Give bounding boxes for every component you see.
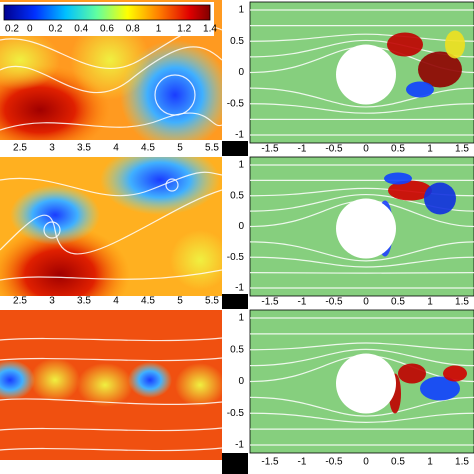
y-tick-label: 1 (238, 5, 244, 16)
x-tick-label: 4.5 (141, 143, 155, 154)
colorbar-label: 0 (27, 24, 33, 35)
x-tick-label: -0.5 (325, 297, 343, 308)
x-tick-label: 3.5 (77, 296, 91, 307)
spacer (222, 453, 248, 474)
streamline (249, 241, 474, 262)
colorbar-label: 1.2 (177, 24, 191, 35)
y-tick-label: -1 (235, 130, 244, 141)
colorbar (3, 4, 211, 21)
y-tick-label: 0.5 (230, 190, 244, 201)
x-tick-label: 5 (177, 143, 183, 154)
streamline (249, 396, 474, 417)
x-tick-label: 5 (177, 296, 183, 307)
streamline (249, 256, 474, 268)
x-tick-label: 4 (113, 143, 119, 154)
streamline (249, 103, 474, 114)
y-tick-label: 0 (238, 376, 244, 387)
x-tick-label: -1 (298, 457, 307, 468)
heatmap-panel (0, 157, 222, 296)
tick-labels: 0.2 0 0.2 0.4 0.6 0.8 1 1.2 1.4 2.5 3 3.5 4 4.5 5 5.5 2.… (5, 5, 469, 468)
vortex (387, 32, 423, 57)
x-tick-label: 0.5 (391, 144, 405, 155)
streamline (249, 272, 474, 274)
x-tick-label: 1 (427, 297, 433, 308)
x-tick-label: -1.5 (261, 297, 279, 308)
x-tick-label: 3.5 (77, 143, 91, 154)
right-panels (249, 1, 474, 454)
y-tick-label: -0.5 (227, 408, 245, 419)
x-tick-label: -0.5 (325, 144, 343, 155)
streamline (249, 348, 474, 367)
colorbar-label: 0.2 (49, 24, 63, 35)
cylinder (336, 353, 396, 414)
y-tick-label: 0 (238, 221, 244, 232)
colorbar-label: 1.4 (203, 24, 217, 35)
y-tick-label: -1 (235, 440, 244, 451)
x-tick-label: 0 (363, 144, 369, 155)
vortex (406, 81, 434, 98)
y-tick-label: -0.5 (227, 252, 245, 263)
x-tick-label: 0 (363, 457, 369, 468)
colorbar-label: 0.8 (126, 24, 140, 35)
x-tick-label: 1.5 (455, 144, 469, 155)
y-tick-label: -0.5 (227, 98, 245, 109)
x-tick-label: 4 (113, 296, 119, 307)
vortex (384, 172, 412, 185)
x-tick-label: 3 (49, 143, 55, 154)
heatmap-panel (0, 310, 222, 460)
vortex (443, 365, 467, 382)
vortex (418, 51, 462, 88)
x-tick-label: 0.5 (391, 457, 405, 468)
vortex (420, 376, 460, 401)
streamline (249, 33, 474, 42)
y-tick-label: -1 (235, 283, 244, 294)
x-tick-label: 3 (49, 296, 55, 307)
flow-panel (249, 156, 474, 297)
x-tick-label: 1.5 (455, 297, 469, 308)
y-tick-label: 0.5 (230, 344, 244, 355)
cylinder (336, 44, 396, 105)
y-tick-label: 0 (238, 67, 244, 78)
colorbar-label: 0.2 (5, 24, 19, 35)
x-tick-label: -0.5 (325, 457, 343, 468)
flow-panel (249, 309, 474, 454)
flow-panel (249, 1, 474, 144)
y-tick-label: 0.5 (230, 36, 244, 47)
streamline (249, 412, 474, 424)
x-tick-label: 1.5 (455, 457, 469, 468)
spacer (222, 141, 248, 156)
colorbar-label: 0.6 (100, 24, 114, 35)
vortex (398, 363, 426, 384)
x-tick-label: 1 (427, 144, 433, 155)
x-tick-label: 1 (427, 457, 433, 468)
vortex (388, 180, 432, 201)
x-tick-label: -1.5 (261, 457, 279, 468)
streamline (249, 87, 474, 108)
colorbar-label: 1 (156, 24, 162, 35)
x-tick-label: 0.5 (391, 297, 405, 308)
x-tick-label: 5.5 (205, 296, 219, 307)
y-tick-label: 1 (238, 160, 244, 171)
x-tick-label: 5.5 (205, 143, 219, 154)
streamline (249, 342, 474, 351)
x-tick-label: -1 (298, 297, 307, 308)
cylinder (336, 198, 396, 259)
y-tick-label: 1 (238, 313, 244, 324)
x-tick-label: 0 (363, 297, 369, 308)
x-tick-label: -1 (298, 144, 307, 155)
x-tick-label: 4.5 (141, 296, 155, 307)
x-tick-label: 2.5 (13, 143, 27, 154)
spacer (222, 294, 248, 309)
colorbar-label: 0.4 (74, 24, 88, 35)
vortex (445, 30, 465, 59)
x-tick-label: 2.5 (13, 296, 27, 307)
x-tick-label: -1.5 (261, 144, 279, 155)
vortex (424, 182, 456, 215)
